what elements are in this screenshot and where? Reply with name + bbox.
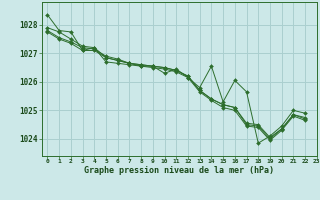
X-axis label: Graphe pression niveau de la mer (hPa): Graphe pression niveau de la mer (hPa) <box>84 166 274 175</box>
